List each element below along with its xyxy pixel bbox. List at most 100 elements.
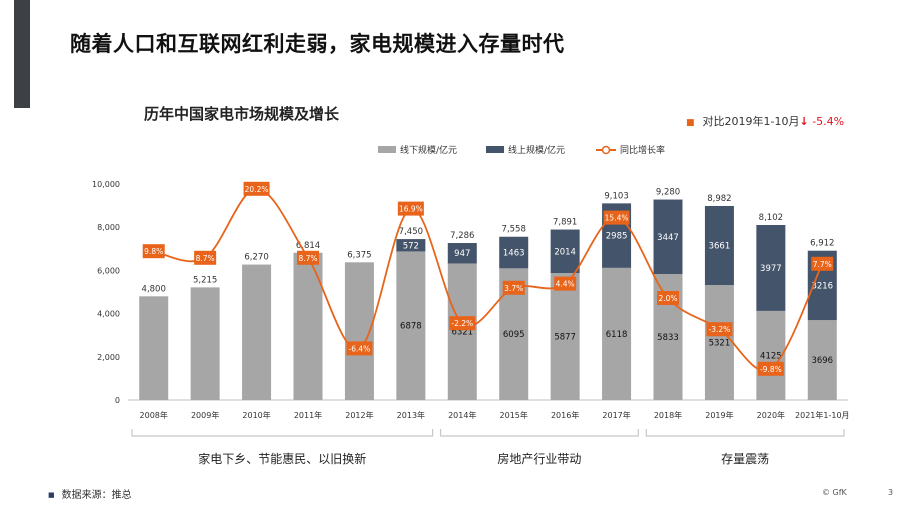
bar-offline (190, 287, 220, 400)
x-tick-label: 2011年 (294, 410, 322, 420)
copyright: © GfK (822, 488, 847, 497)
legend-growth-label: 同比增长率 (620, 144, 665, 156)
growth-label: -6.4% (349, 344, 371, 353)
x-tick-label: 2021年1-10月 (795, 410, 850, 420)
bar-offline-label: 4125 (760, 351, 782, 361)
bar-total-label: 7,450 (399, 227, 423, 237)
comparison-text: 对比2019年1-10月 (702, 115, 800, 128)
x-tick-label: 2015年 (500, 410, 528, 420)
growth-label: 8.7% (196, 254, 215, 263)
bar-offline (396, 251, 426, 400)
x-tick-label: 2013年 (397, 410, 425, 420)
bar-online (396, 239, 426, 252)
bar-offline-label: 6878 (400, 322, 422, 332)
growth-label-box (657, 291, 679, 305)
bar-offline (293, 252, 323, 400)
bar-offline-label: 3696 (811, 356, 833, 366)
bar-total-label: 7,558 (502, 225, 526, 235)
bar-total-label: 8,102 (759, 213, 783, 223)
bar-offline (447, 263, 477, 400)
slide-title: 随着人口和互联网红利走弱，家电规模进入存量时代 (70, 32, 565, 56)
growth-label-box (811, 256, 834, 271)
bar-total-label: 7,286 (450, 231, 474, 241)
x-tick-label: 2017年 (602, 410, 630, 420)
growth-label: -2.2% (451, 319, 473, 328)
bar-total-label: 6,375 (347, 250, 371, 260)
x-tick-label: 2014年 (448, 410, 476, 420)
growth-label: 9.8% (144, 247, 163, 256)
growth-label-box (757, 361, 784, 376)
growth-label: -9.8% (760, 365, 782, 374)
bar-offline (807, 320, 837, 400)
bar-offline-label: 5,215 (193, 275, 217, 285)
growth-label: 3.7% (504, 284, 523, 293)
bar-online (653, 199, 683, 275)
comparison-value: -5.4% (812, 115, 845, 128)
square-bullet-icon: ■ (686, 118, 695, 128)
growth-label-box (449, 316, 476, 331)
bar-total-label: 9,103 (604, 191, 628, 201)
bar-online (704, 205, 734, 286)
growth-label: 7.7% (813, 260, 832, 269)
growth-label-box (397, 201, 424, 216)
y-tick-label: 2,000 (97, 353, 120, 362)
y-tick-label: 4,000 (97, 310, 120, 319)
growth-label-box (502, 280, 525, 295)
bar-online-label: 3661 (709, 242, 731, 252)
period-bracket (645, 429, 845, 437)
bar-offline (242, 264, 272, 400)
data-source: ■ 数据来源：推总 (48, 486, 132, 501)
square-bullet-icon: ■ (48, 491, 55, 499)
bar-online (756, 224, 786, 311)
growth-label: -3.2% (709, 325, 731, 334)
bar-online-label: 3977 (760, 264, 782, 274)
x-tick-label: 2008年 (140, 410, 168, 420)
bar-online (447, 243, 477, 264)
legend-online-label: 线上规模/亿元 (508, 144, 565, 156)
bar-offline (550, 273, 580, 400)
bar-online-label: 1463 (503, 249, 525, 259)
bar-online (499, 236, 529, 269)
growth-label: 16.9% (399, 205, 423, 214)
y-tick-label: 8,000 (97, 223, 120, 232)
x-tick-label: 2019年 (705, 410, 733, 420)
x-tick-label: 2012年 (345, 410, 373, 420)
down-arrow-icon: ↓ (799, 115, 809, 128)
growth-label: 2.0% (658, 294, 677, 303)
y-tick-label: 0 (115, 396, 120, 405)
x-tick-label: 2009年 (191, 410, 219, 420)
bar-online-label: 2985 (606, 232, 628, 242)
bar-offline-label: 4,800 (142, 284, 166, 294)
legend-offline-swatch (378, 146, 396, 153)
bar-online-label: 572 (403, 241, 419, 251)
bar-online-label: 3216 (811, 281, 833, 291)
legend-online-swatch (486, 146, 504, 153)
period-bracket (131, 429, 434, 437)
growth-label-box (346, 341, 373, 356)
bar-online-label: 2014 (554, 247, 576, 257)
bar-offline-label: 6,270 (244, 253, 268, 263)
growth-label: 15.4% (605, 214, 629, 223)
bar-total-label: 6,814 (296, 241, 320, 251)
comparison-note: ■ 对比2019年1-10月↓ -5.4% (686, 113, 844, 129)
bar-offline (139, 296, 169, 400)
data-source-text: 数据来源：推总 (61, 490, 132, 501)
period-label: 房地产行业带动 (497, 451, 581, 466)
growth-label-box (554, 276, 577, 291)
period-bracket (439, 429, 639, 437)
y-tick-label: 10,000 (92, 180, 120, 189)
growth-label-box (243, 181, 270, 196)
bar-offline (602, 267, 632, 400)
bar-offline-label: 5877 (554, 333, 576, 343)
period-label: 存量震荡 (721, 452, 769, 466)
bar-offline-label: 6321 (451, 328, 473, 338)
bar-online-label: 947 (454, 249, 470, 259)
bar-total-label: 9,280 (656, 188, 680, 198)
bar-offline-label: 5833 (657, 333, 679, 343)
period-label: 家电下乡、节能惠民、以旧换新 (198, 451, 366, 466)
legend-offline-label: 线下规模/亿元 (400, 144, 457, 156)
x-tick-label: 2016年 (551, 410, 579, 420)
bar-online-label: 3447 (657, 233, 679, 243)
growth-label-box (297, 250, 319, 265)
